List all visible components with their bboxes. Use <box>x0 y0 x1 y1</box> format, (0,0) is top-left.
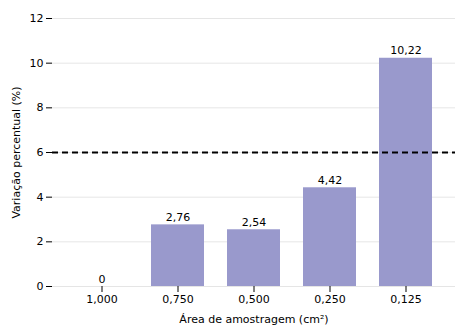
svg-text:0,500: 0,500 <box>238 293 270 306</box>
svg-text:0: 0 <box>37 280 44 293</box>
svg-text:Variação percentual (%): Variação percentual (%) <box>10 86 23 218</box>
svg-text:2,54: 2,54 <box>242 216 267 229</box>
svg-text:10,22: 10,22 <box>390 44 422 57</box>
svg-text:2,76: 2,76 <box>166 211 191 224</box>
svg-text:8: 8 <box>37 101 44 114</box>
svg-text:10: 10 <box>30 57 44 70</box>
svg-text:2: 2 <box>37 235 44 248</box>
svg-text:4: 4 <box>37 191 44 204</box>
svg-text:0,125: 0,125 <box>390 293 422 306</box>
svg-text:0,750: 0,750 <box>162 293 194 306</box>
svg-text:4,42: 4,42 <box>318 174 343 187</box>
svg-text:1,000: 1,000 <box>86 293 118 306</box>
svg-text:0: 0 <box>99 273 106 286</box>
svg-text:6: 6 <box>37 146 44 159</box>
svg-text:Área de amostragem (cm²): Área de amostragem (cm²) <box>179 313 328 326</box>
svg-text:12: 12 <box>30 12 44 25</box>
svg-text:0,250: 0,250 <box>314 293 346 306</box>
